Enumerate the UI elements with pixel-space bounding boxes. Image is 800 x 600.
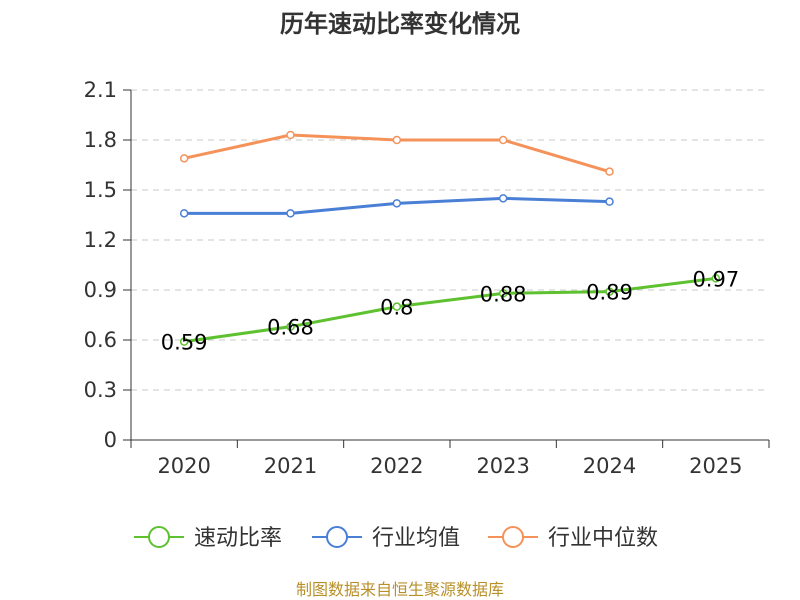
x-tick-label: 2023 (476, 454, 529, 478)
y-tick-label: 1.2 (84, 228, 117, 252)
data-label: 0.97 (692, 267, 739, 291)
data-point[interactable] (286, 322, 295, 331)
legend-swatch-marker (502, 526, 524, 548)
data-point[interactable] (498, 194, 508, 203)
data-label: 0.68 (267, 316, 314, 340)
y-tick-label: 0.9 (84, 278, 117, 302)
legend-item-2[interactable]: 行业中位数 (488, 526, 658, 551)
legend-swatch-marker (326, 526, 348, 548)
data-label: 0.8 (380, 296, 413, 320)
x-tick-label: 2021 (264, 454, 317, 478)
legend-label: 行业均值 (372, 526, 460, 551)
data-point[interactable] (498, 289, 508, 298)
data-point[interactable] (286, 130, 295, 140)
x-tick-label: 2025 (689, 454, 742, 478)
x-tick-label: 2022 (370, 454, 423, 478)
data-label: 0.59 (161, 331, 208, 355)
x-tick-label: 2020 (157, 454, 210, 478)
legend-label: 速动比率 (194, 526, 282, 551)
y-tick-label: 1.8 (84, 128, 117, 152)
data-labels: 0.59 0.68 0.8 0.88 0.89 0.97 (161, 267, 739, 354)
y-tick-label: 0.3 (84, 378, 117, 402)
data-point[interactable] (392, 199, 402, 208)
data-label: 0.89 (586, 281, 633, 305)
y-tick-label: 0 (104, 428, 117, 452)
legend-item-1[interactable]: 行业均值 (312, 526, 460, 551)
y-tick-label: 2.1 (84, 78, 117, 102)
data-point[interactable] (392, 135, 402, 145)
data-label: 0.88 (480, 282, 527, 306)
legend-label: 行业中位数 (548, 526, 658, 551)
data-point[interactable] (605, 167, 614, 176)
data-point[interactable] (179, 209, 189, 218)
data-point[interactable] (286, 209, 295, 218)
legend-item-0[interactable]: 速动比率 (134, 526, 282, 551)
data-point[interactable] (179, 154, 189, 163)
data-point[interactable] (392, 302, 402, 311)
data-point[interactable] (711, 274, 721, 283)
grid-lines (131, 89, 769, 391)
chart-title: 历年速动比率变化情况 (280, 10, 520, 38)
y-tick-label: 0.6 (84, 328, 117, 352)
series-line-0 (183, 276, 717, 344)
source-note: 制图数据来自恒生聚源数据库 (296, 580, 504, 599)
series-group (179, 130, 721, 346)
data-point[interactable] (605, 287, 614, 296)
legend[interactable]: 速动比率 行业均值 行业中位数 (134, 526, 658, 551)
data-point[interactable] (179, 337, 189, 346)
data-point[interactable] (498, 135, 508, 145)
data-point[interactable] (605, 197, 614, 206)
y-tick-label: 1.5 (84, 178, 117, 202)
legend-swatch-marker (148, 526, 170, 548)
x-tick-label: 2024 (583, 454, 636, 478)
axes: 0 0.3 0.6 0.9 1.2 1.5 1.8 2.1 2020 2021 2022 2023 20… (84, 78, 770, 478)
